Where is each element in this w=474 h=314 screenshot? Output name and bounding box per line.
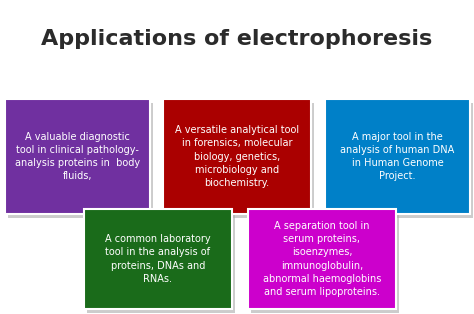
- FancyBboxPatch shape: [166, 103, 314, 218]
- FancyBboxPatch shape: [248, 209, 396, 309]
- FancyBboxPatch shape: [84, 209, 232, 309]
- FancyBboxPatch shape: [325, 99, 470, 214]
- FancyBboxPatch shape: [163, 99, 311, 214]
- FancyBboxPatch shape: [8, 103, 153, 218]
- FancyBboxPatch shape: [328, 103, 473, 218]
- Text: A separation tool in
serum proteins,
isoenzymes,
immunoglobulin,
abnormal haemog: A separation tool in serum proteins, iso…: [263, 221, 381, 297]
- FancyBboxPatch shape: [87, 213, 235, 313]
- Text: A valuable diagnostic
tool in clinical pathology-
analysis proteins in  body
flu: A valuable diagnostic tool in clinical p…: [15, 132, 140, 181]
- Text: Applications of electrophoresis: Applications of electrophoresis: [41, 29, 433, 49]
- FancyBboxPatch shape: [251, 213, 399, 313]
- Text: A common laboratory
tool in the analysis of
proteins, DNAs and
RNAs.: A common laboratory tool in the analysis…: [105, 234, 211, 284]
- Text: A major tool in the
analysis of human DNA
in Human Genome
Project.: A major tool in the analysis of human DN…: [340, 132, 455, 181]
- Text: A versatile analytical tool
in forensics, molecular
biology, genetics,
microbiol: A versatile analytical tool in forensics…: [175, 125, 299, 188]
- FancyBboxPatch shape: [5, 99, 150, 214]
